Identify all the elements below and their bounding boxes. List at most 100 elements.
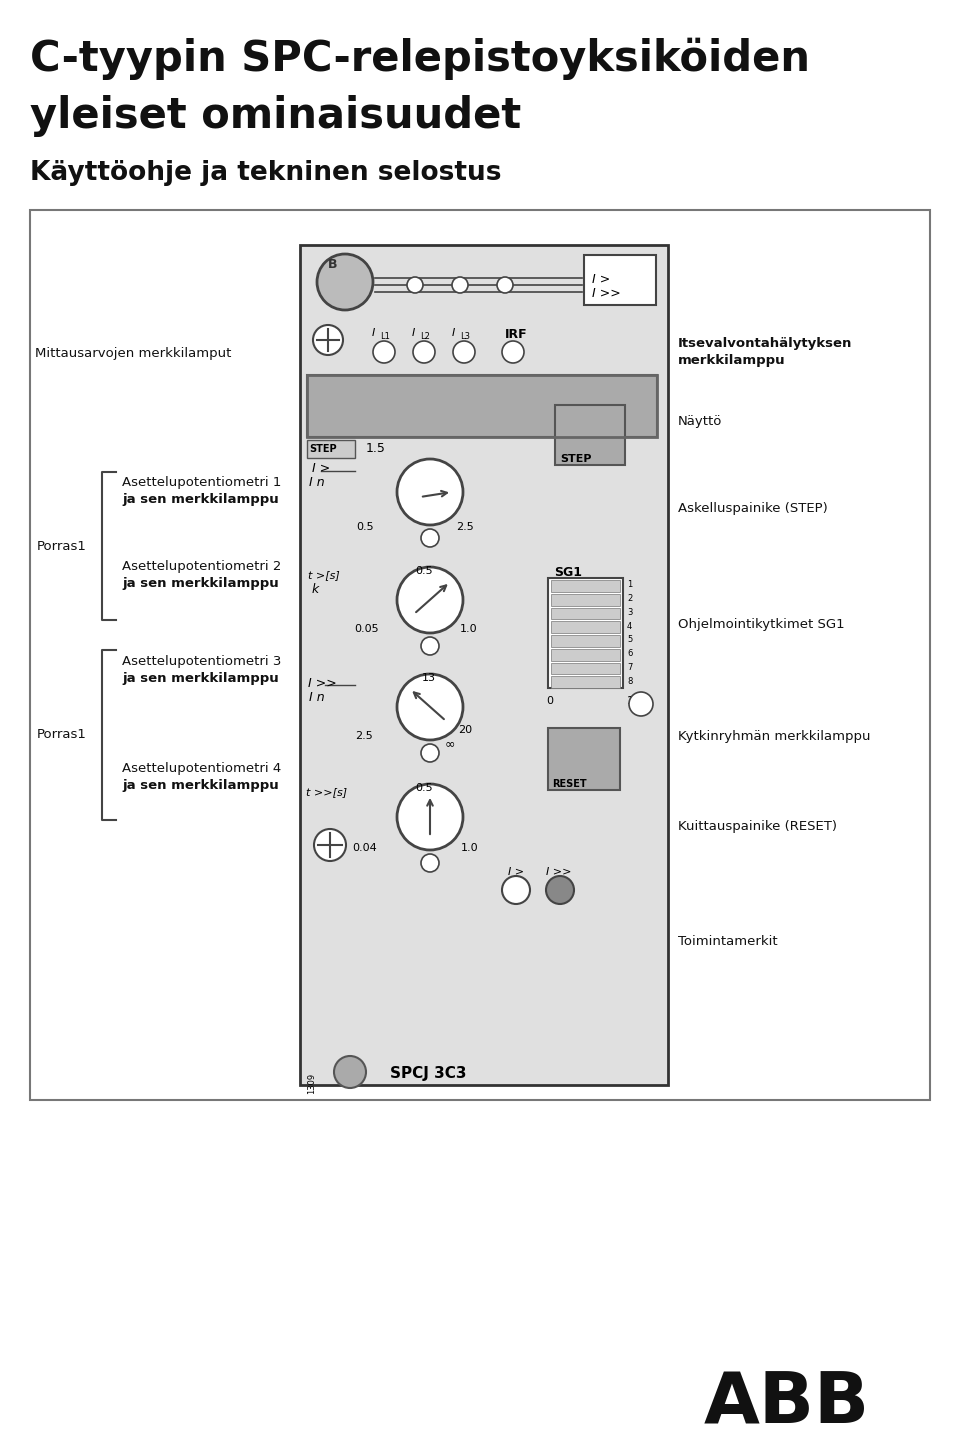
Text: 1309: 1309 bbox=[307, 1073, 316, 1094]
Text: I >: I > bbox=[508, 868, 524, 876]
Text: 0.05: 0.05 bbox=[354, 625, 378, 635]
Text: Ohjelmointikytkimet SG1: Ohjelmointikytkimet SG1 bbox=[678, 617, 845, 630]
Text: Asettelupotentiometri 2: Asettelupotentiometri 2 bbox=[122, 560, 281, 573]
Text: 3: 3 bbox=[627, 607, 633, 617]
Text: L3: L3 bbox=[460, 332, 470, 341]
Text: ∞: ∞ bbox=[445, 737, 455, 750]
Text: 13: 13 bbox=[422, 673, 436, 684]
Text: RESET: RESET bbox=[552, 778, 587, 789]
Text: I: I bbox=[452, 328, 455, 338]
Text: 2.5: 2.5 bbox=[355, 731, 372, 741]
Text: STEP: STEP bbox=[560, 453, 591, 463]
Text: t >>[s]: t >>[s] bbox=[306, 787, 348, 797]
Text: B: B bbox=[328, 259, 338, 272]
Text: 0.5: 0.5 bbox=[356, 522, 373, 532]
Text: 2: 2 bbox=[627, 594, 633, 603]
Text: 0: 0 bbox=[546, 696, 553, 707]
Text: 8: 8 bbox=[627, 676, 633, 685]
Text: Asettelupotentiometri 1: Asettelupotentiometri 1 bbox=[122, 476, 281, 489]
Circle shape bbox=[397, 673, 463, 740]
Text: SG1: SG1 bbox=[554, 566, 582, 578]
Text: 1: 1 bbox=[627, 696, 634, 707]
Circle shape bbox=[407, 276, 423, 294]
Text: IRF: IRF bbox=[505, 328, 528, 341]
Bar bbox=[30, 210, 930, 1099]
Bar bbox=[300, 245, 668, 1085]
Bar bbox=[307, 440, 355, 458]
Circle shape bbox=[313, 325, 343, 355]
Text: merkkilamppu: merkkilamppu bbox=[678, 354, 785, 367]
Text: Porras1: Porras1 bbox=[37, 540, 86, 553]
Circle shape bbox=[421, 744, 439, 763]
Text: Asettelupotentiometri 3: Asettelupotentiometri 3 bbox=[122, 655, 281, 668]
Bar bbox=[307, 376, 657, 437]
Text: k: k bbox=[312, 583, 320, 596]
Text: ja sen merkkilamppu: ja sen merkkilamppu bbox=[122, 778, 278, 791]
Circle shape bbox=[317, 255, 373, 309]
Text: 1.5: 1.5 bbox=[366, 442, 386, 455]
Text: ABB: ABB bbox=[704, 1370, 870, 1439]
Text: I n: I n bbox=[309, 691, 324, 704]
Circle shape bbox=[421, 530, 439, 547]
Bar bbox=[584, 255, 656, 305]
Bar bbox=[307, 376, 657, 437]
Text: I n: I n bbox=[309, 476, 324, 489]
Circle shape bbox=[502, 876, 530, 904]
Text: 4: 4 bbox=[627, 622, 633, 630]
Text: 0.5: 0.5 bbox=[415, 566, 433, 576]
Text: 1.0: 1.0 bbox=[460, 625, 478, 635]
Bar bbox=[548, 728, 620, 790]
Circle shape bbox=[397, 567, 463, 633]
Bar bbox=[551, 676, 620, 688]
Circle shape bbox=[334, 1056, 366, 1088]
Text: Mittausarvojen merkkilamput: Mittausarvojen merkkilamput bbox=[35, 347, 231, 360]
Text: I >>: I >> bbox=[546, 868, 571, 876]
Text: I >>: I >> bbox=[592, 286, 621, 299]
Text: C-tyypin SPC-relepistoyksiköiden: C-tyypin SPC-relepistoyksiköiden bbox=[30, 37, 810, 81]
Circle shape bbox=[629, 692, 653, 717]
Text: L1: L1 bbox=[380, 332, 390, 341]
Text: ja sen merkkilamppu: ja sen merkkilamppu bbox=[122, 494, 278, 507]
Text: I >: I > bbox=[312, 462, 330, 475]
Text: I: I bbox=[372, 328, 375, 338]
Text: 2.5: 2.5 bbox=[456, 522, 473, 532]
Circle shape bbox=[502, 341, 524, 363]
Circle shape bbox=[314, 829, 346, 861]
Text: Itsevalvontahälytyksen: Itsevalvontahälytyksen bbox=[678, 337, 852, 350]
Circle shape bbox=[397, 784, 463, 850]
Circle shape bbox=[497, 276, 513, 294]
Bar bbox=[551, 580, 620, 591]
Text: Kytkinryhmän merkkilamppu: Kytkinryhmän merkkilamppu bbox=[678, 730, 871, 743]
Bar bbox=[551, 662, 620, 675]
Text: yleiset ominaisuudet: yleiset ominaisuudet bbox=[30, 95, 521, 137]
Text: Porras1: Porras1 bbox=[37, 728, 86, 741]
Bar bbox=[555, 404, 625, 465]
Circle shape bbox=[546, 876, 574, 904]
Circle shape bbox=[453, 341, 475, 363]
Text: ja sen merkkilamppu: ja sen merkkilamppu bbox=[122, 577, 278, 590]
Text: SPCJ 3C3: SPCJ 3C3 bbox=[390, 1066, 467, 1081]
Bar bbox=[551, 607, 620, 619]
Bar bbox=[551, 622, 620, 633]
Text: ja sen merkkilamppu: ja sen merkkilamppu bbox=[122, 672, 278, 685]
Text: Kuittauspainike (RESET): Kuittauspainike (RESET) bbox=[678, 820, 837, 833]
Text: 1.0: 1.0 bbox=[461, 843, 479, 853]
Text: 20: 20 bbox=[458, 725, 472, 735]
Text: Käyttöohje ja tekninen selostus: Käyttöohje ja tekninen selostus bbox=[30, 160, 501, 186]
Text: Askelluspainike (STEP): Askelluspainike (STEP) bbox=[678, 502, 828, 515]
Circle shape bbox=[413, 341, 435, 363]
Bar bbox=[551, 594, 620, 606]
Text: 6: 6 bbox=[627, 649, 633, 658]
Circle shape bbox=[373, 341, 395, 363]
Text: I >: I > bbox=[592, 273, 611, 286]
Text: Asettelupotentiometri 4: Asettelupotentiometri 4 bbox=[122, 763, 281, 776]
Circle shape bbox=[421, 853, 439, 872]
Text: 0.5: 0.5 bbox=[415, 783, 433, 793]
Text: Toimintamerkit: Toimintamerkit bbox=[678, 935, 778, 948]
Text: t >[s]: t >[s] bbox=[308, 570, 340, 580]
Circle shape bbox=[452, 276, 468, 294]
Text: Näyttö: Näyttö bbox=[678, 414, 722, 427]
Text: 1: 1 bbox=[627, 580, 633, 590]
Text: I >>: I >> bbox=[308, 676, 337, 689]
Text: 0.04: 0.04 bbox=[352, 843, 376, 853]
